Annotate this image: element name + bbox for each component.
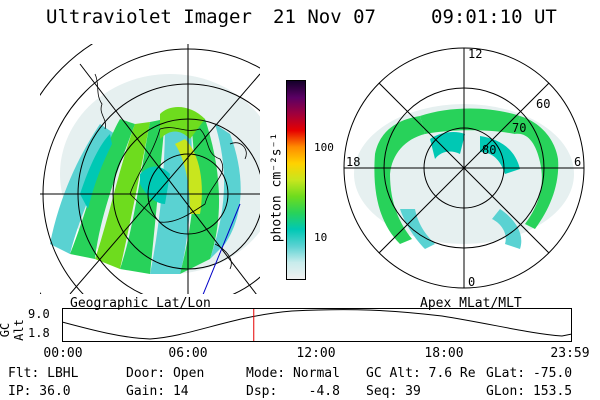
timeline-tick-4: 23:59 <box>550 346 590 361</box>
geographic-aurora-image <box>50 74 260 274</box>
door-info: Door: Open <box>126 366 205 381</box>
polar-grid <box>343 47 585 289</box>
geographic-grid <box>40 44 260 294</box>
altitude-tick-min: 1.8 <box>28 326 50 340</box>
colorbar-tick-100: 100 <box>314 141 334 154</box>
time-label: 09:01:10 UT <box>431 6 557 28</box>
instrument-title: Ultraviolet Imager <box>46 6 252 28</box>
gain-info: Gain: 14 <box>126 384 189 399</box>
altitude-axis-label: GC Alt <box>0 319 26 341</box>
timeline-tick-1: 06:00 <box>168 346 208 361</box>
glat-info: GLat: -75.0 <box>486 366 573 381</box>
mlt-label-18: 18 <box>346 155 360 169</box>
glon-info: GLon: 153.5 <box>486 384 573 399</box>
mode-info: Mode: Normal <box>246 366 340 381</box>
mlt-label-0: 0 <box>468 275 475 289</box>
coastline <box>94 73 247 270</box>
seq-info: Seq: 39 <box>366 384 421 399</box>
altitude-tick-max: 9.0 <box>28 307 50 321</box>
colorbar-label: photon cm⁻²s⁻¹ <box>269 132 285 243</box>
mlat-label-60: 60 <box>536 97 550 111</box>
geographic-caption: Geographic Lat/Lon <box>70 296 211 311</box>
timeline-tick-3: 18:00 <box>424 346 464 361</box>
colorbar <box>286 80 306 280</box>
geographic-map <box>40 44 260 294</box>
magnetic-polar-map: 12 18 6 0 60 70 80 <box>343 47 585 289</box>
colorbar-tick-10: 10 <box>314 231 328 244</box>
gc-alt-info: GC Alt: 7.6 Re <box>366 366 476 381</box>
date-label: 21 Nov 07 <box>273 6 376 28</box>
altitude-curve <box>62 309 572 340</box>
mlat-label-70: 70 <box>512 121 526 135</box>
magnetic-caption: Apex MLat/MLT <box>420 296 522 311</box>
altitude-plot <box>62 308 572 342</box>
timeline-tick-2: 12:00 <box>296 346 336 361</box>
filter-info: Flt: LBHL <box>8 366 79 381</box>
mlt-label-12: 12 <box>468 47 482 61</box>
mlat-label-80: 80 <box>482 143 496 157</box>
timeline-tick-0: 00:00 <box>43 346 83 361</box>
ip-info: IP: 36.0 <box>8 384 71 399</box>
dsp-info: Dsp: -4.8 <box>246 384 340 399</box>
mlt-label-6: 6 <box>574 155 581 169</box>
